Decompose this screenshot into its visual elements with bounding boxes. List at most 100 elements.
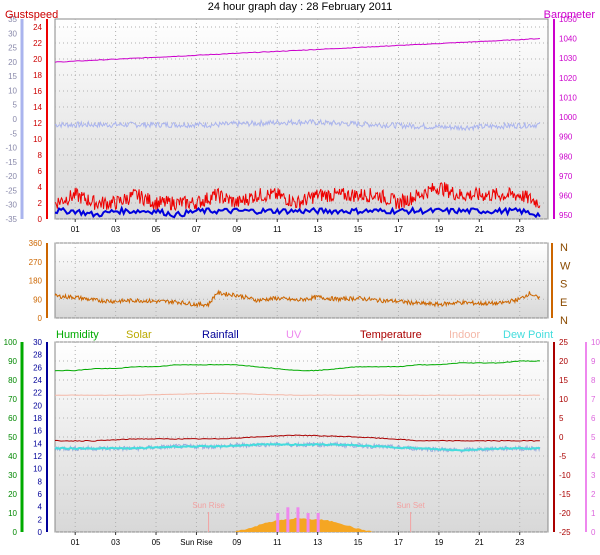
uv-axis-tick: 2 xyxy=(591,490,596,499)
uv-axis-tick: 5 xyxy=(591,433,596,442)
outer-axis-tick: -20 xyxy=(5,172,17,181)
x-tick-label: 01 xyxy=(71,225,80,234)
uv-bar xyxy=(286,507,290,532)
legend-rainfall: Rainfall xyxy=(202,329,239,341)
indoor-line xyxy=(55,392,540,396)
gust-line xyxy=(54,182,541,212)
legend-solar: Solar xyxy=(126,329,152,341)
x-tick-label: 15 xyxy=(354,225,363,234)
humidity-axis-tick: 60 xyxy=(8,414,17,423)
outer-axis-tick: 30 xyxy=(8,29,17,38)
outer-axis-tick: 0 xyxy=(13,115,18,124)
uv-bar xyxy=(296,507,300,532)
left-axis-tick: 0 xyxy=(38,215,43,224)
temp-axis-tick: -5 xyxy=(559,452,567,461)
right-axis-tick: 1010 xyxy=(559,93,577,102)
barometer-line xyxy=(54,38,540,63)
x-tick-label: 19 xyxy=(434,225,443,234)
right-axis-tick: 990 xyxy=(559,133,573,142)
solar-area xyxy=(232,517,375,532)
plot-area xyxy=(54,341,549,533)
uv-axis-tick: 1 xyxy=(591,509,596,518)
x-tick-label: 21 xyxy=(475,538,484,547)
humidity-axis-tick: 100 xyxy=(4,338,18,347)
sunset-label: Sun Set xyxy=(396,501,425,510)
uv-axis-tick: 4 xyxy=(591,452,596,461)
temp-axis-tick: 25 xyxy=(559,338,568,347)
left-axis-tick: 12 xyxy=(33,119,42,128)
wind-line xyxy=(54,205,541,219)
left-axis-tick: 6 xyxy=(38,167,43,176)
x-tick-label: 03 xyxy=(111,538,120,547)
humidity-axis-tick: 20 xyxy=(8,490,17,499)
rain-axis-tick: 4 xyxy=(38,503,43,512)
temp-axis-tick: -10 xyxy=(559,471,571,480)
x-tick-label: 11 xyxy=(273,538,282,547)
wind-direction-line xyxy=(54,289,541,308)
temp-axis-tick: 0 xyxy=(559,433,564,442)
uv-axis-tick: 7 xyxy=(591,395,596,404)
humidity-axis-tick: 10 xyxy=(8,509,17,518)
humidity-axis-tick: 80 xyxy=(8,376,17,385)
temperature-line xyxy=(54,434,540,442)
right-axis-tick: 1050 xyxy=(559,15,577,24)
legend-temperature: Temperature xyxy=(360,329,422,341)
rain-axis-tick: 22 xyxy=(33,389,42,398)
humidity-axis-tick: 70 xyxy=(8,395,17,404)
x-tick-label: 07 xyxy=(192,225,201,234)
plot-area xyxy=(54,18,549,220)
x-tick-label: 03 xyxy=(111,225,120,234)
rain-axis-tick: 28 xyxy=(33,351,42,360)
x-tick-label: 09 xyxy=(232,538,241,547)
temp-axis-tick: 20 xyxy=(559,357,568,366)
left-axis-tick: 18 xyxy=(33,71,42,80)
left-axis-tick: 10 xyxy=(33,135,42,144)
temp-axis-tick: 5 xyxy=(559,414,564,423)
left-axis-tick: 8 xyxy=(38,151,43,160)
rain-axis-tick: 20 xyxy=(33,401,42,410)
x-tick-label: 13 xyxy=(313,225,322,234)
sunrise-label: Sun Rise xyxy=(192,501,225,510)
outer-axis-tick: -25 xyxy=(5,186,17,195)
temp-axis-tick: 15 xyxy=(559,376,568,385)
climate-panel: 1009080706050403020100302826242220181614… xyxy=(4,329,600,547)
x-tick-label: 01 xyxy=(71,538,80,547)
right-axis-tick: 950 xyxy=(559,211,573,220)
right-axis-tick: 970 xyxy=(559,172,573,181)
rain-axis-tick: 18 xyxy=(33,414,42,423)
temp-axis-tick: -20 xyxy=(559,509,571,518)
temperature-trace xyxy=(54,118,541,132)
uv-bar xyxy=(316,513,320,532)
x-tick-label: 15 xyxy=(354,538,363,547)
outer-axis-tick: -35 xyxy=(5,215,17,224)
humidity-axis-tick: 40 xyxy=(8,452,17,461)
temp-axis-tick: -15 xyxy=(559,490,571,499)
left-axis-tick: 180 xyxy=(29,277,43,286)
compass-tick: N xyxy=(560,315,568,327)
rain-axis-tick: 10 xyxy=(33,465,42,474)
compass-tick: N xyxy=(560,242,568,254)
compass-tick: W xyxy=(560,260,571,272)
compass-tick: E xyxy=(560,297,567,309)
outer-axis-tick: 35 xyxy=(8,15,17,24)
rain-axis-tick: 26 xyxy=(33,363,42,372)
x-tick-label: 21 xyxy=(475,225,484,234)
uv-axis-tick: 3 xyxy=(591,471,596,480)
left-axis-tick: 24 xyxy=(33,23,42,32)
uv-bar xyxy=(276,513,280,532)
humidity-axis-tick: 0 xyxy=(13,528,18,537)
temp-axis-tick: -25 xyxy=(559,528,571,537)
outer-axis-tick: 20 xyxy=(8,58,17,67)
rain-axis-tick: 8 xyxy=(38,477,43,486)
rain-axis-tick: 30 xyxy=(33,338,42,347)
left-axis-tick: 90 xyxy=(33,295,42,304)
rain-axis-tick: 12 xyxy=(33,452,42,461)
legend-gustspeed: Gustspeed xyxy=(5,9,58,21)
outer-axis-tick: 15 xyxy=(8,72,17,81)
uv-bar xyxy=(306,513,310,532)
uv-axis-tick: 9 xyxy=(591,357,596,366)
right-axis-tick: 980 xyxy=(559,152,573,161)
rain-axis-tick: 0 xyxy=(38,528,43,537)
